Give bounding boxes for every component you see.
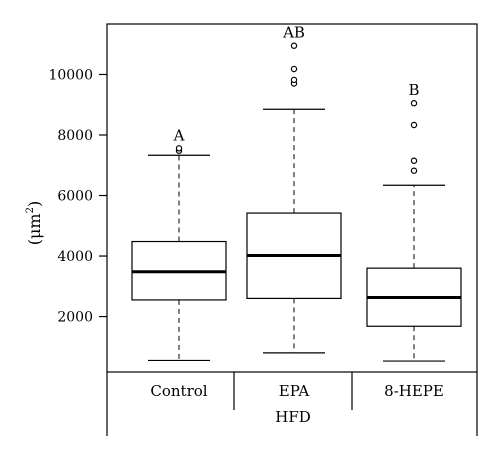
boxes-layer: A AB B	[131, 24, 462, 362]
group-label-hfd: HFD	[275, 408, 311, 426]
y-axis-label-superscript: 2	[25, 207, 36, 213]
y-tick-label-8000: 8000	[57, 128, 93, 144]
outlier-8-hepe-4	[410, 100, 418, 107]
outlier-epa-2	[290, 76, 298, 84]
y-tick-label-4000: 4000	[57, 249, 93, 265]
significance-label-8-hepe: B	[408, 81, 419, 99]
box-group-control: A	[131, 126, 227, 362]
y-axis-label-main: (μm	[25, 213, 44, 245]
outlier-epa-3	[290, 65, 298, 73]
outlier-epa-4	[290, 42, 298, 49]
plot-frame	[106, 23, 478, 373]
significance-label-control: A	[173, 126, 185, 144]
y-axis-label: (μm2)	[25, 201, 44, 245]
y-tick-label-6000: 6000	[57, 189, 93, 205]
significance-label-epa: AB	[282, 24, 305, 42]
category-label-control: Control	[150, 382, 207, 400]
outlier-control-2	[175, 145, 183, 152]
box-group-8-hepe: B	[366, 81, 462, 362]
y-axis: 2000 4000 6000 8000 10000	[48, 67, 107, 326]
category-label-8-hepe: 8-HEPE	[384, 382, 444, 400]
outlier-8-hepe-2	[410, 157, 418, 164]
y-axis-label-close: )	[25, 201, 44, 207]
category-label-epa: EPA	[279, 382, 310, 400]
outlier-8-hepe-3	[410, 121, 418, 129]
y-tick-label-2000: 2000	[57, 310, 93, 326]
box-group-epa: AB	[246, 24, 342, 354]
y-tick-label-10000: 10000	[48, 67, 93, 83]
outlier-8-hepe-1	[410, 167, 418, 174]
